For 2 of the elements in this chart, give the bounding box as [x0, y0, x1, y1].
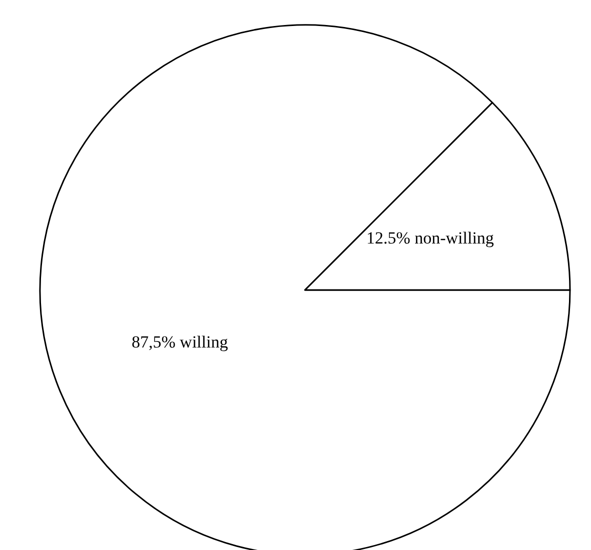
slice-label: 12.5% non-willing [366, 228, 494, 248]
slice-label: 87,5% willing [132, 332, 228, 352]
